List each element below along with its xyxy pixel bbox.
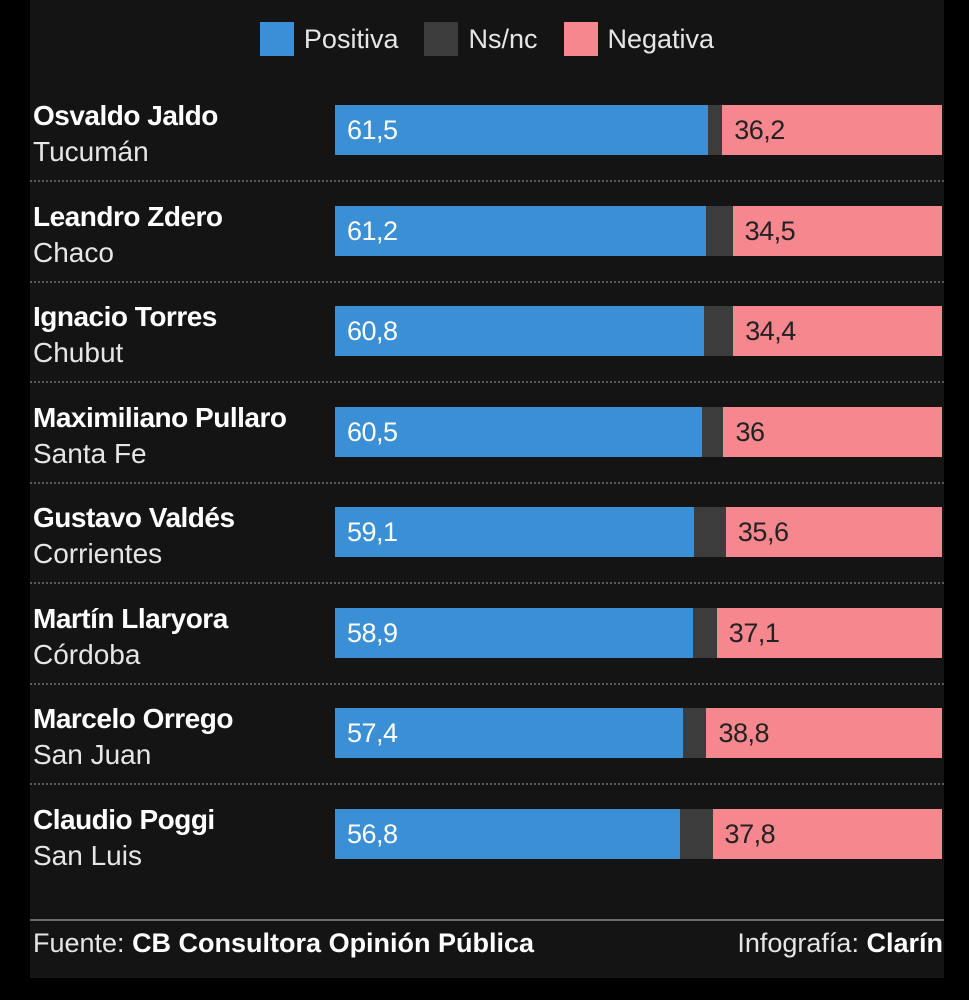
legend-item-positiva: Positiva: [259, 22, 399, 56]
source-name: CB Consultora Opinión Pública: [132, 928, 535, 958]
data-label: 34,5: [744, 215, 796, 246]
bar-segment-nsnc: [706, 205, 733, 256]
data-label: 34,4: [745, 316, 796, 346]
bar-segment-nsnc: [702, 406, 724, 457]
province-name: Tucumán: [33, 136, 149, 167]
footer-credit: Infografía: Clarín: [737, 928, 943, 959]
province-name: Corrientes: [33, 538, 163, 569]
legend-swatch-negativa: [563, 22, 598, 56]
stacked-bar: 61,5 36,2: [335, 105, 942, 155]
data-label: 58,9: [347, 617, 398, 648]
bar-segment-positiva: [335, 105, 709, 155]
bar-segment-negativa: [732, 205, 942, 256]
data-label: 36,2: [734, 115, 785, 145]
province-name: Chaco: [33, 236, 114, 268]
data-label: 61,5: [347, 115, 398, 145]
governor-name: Claudio Poggi: [33, 803, 215, 835]
province-name: San Juan: [33, 739, 152, 770]
stacked-bar: 56,8 37,8: [335, 808, 942, 859]
row-divider: [30, 180, 944, 182]
source-prefix: Fuente:: [33, 928, 133, 958]
bar-segment-negativa: [725, 507, 942, 557]
governor-name: Gustavo Valdés: [33, 502, 235, 533]
data-label: 38,8: [718, 718, 770, 748]
bar-segment-positiva: [335, 808, 680, 859]
province-name: Santa Fe: [33, 437, 147, 469]
data-label: 35,6: [737, 517, 789, 547]
governor-name: Martín Llaryora: [33, 602, 228, 634]
bar-segment-negativa: [722, 105, 942, 155]
legend-item-nsnc: Ns/nc: [424, 22, 538, 56]
data-label: 36: [735, 416, 765, 447]
stacked-bar: 60,8 34,4: [335, 306, 942, 356]
bar-segment-nsnc: [683, 708, 707, 758]
data-label: 60,8: [347, 316, 398, 346]
stacked-bar: 58,9 37,1: [335, 607, 942, 658]
governor-name: Osvaldo Jaldo: [33, 100, 218, 131]
governor-name: Marcelo Orrego: [33, 703, 233, 734]
bar-segment-nsnc: [693, 507, 726, 557]
row-divider: [30, 280, 944, 283]
bar-segment-negativa: [733, 306, 942, 356]
chart-panel: Positiva Ns/nc Negativa Osvaldo Jaldo Tuc…: [30, 0, 944, 978]
bar-row: Osvaldo Jaldo Tucumán 61,5 36,2: [30, 100, 944, 200]
data-label: 59,1: [347, 517, 398, 547]
bar-segment-negativa: [716, 607, 942, 658]
footer-divider: [30, 919, 944, 921]
governor-name: Maximiliano Pullaro: [33, 401, 287, 433]
bar-segment-negativa: [723, 406, 942, 457]
stacked-bar: 57,4 38,8: [335, 708, 942, 758]
bar-segment-positiva: [335, 708, 684, 758]
legend-swatch-nsnc: [424, 22, 459, 56]
legend-item-negativa: Negativa: [563, 22, 715, 56]
bar-segment-negativa: [706, 708, 942, 758]
row-divider: [30, 481, 944, 484]
data-label: 37,8: [724, 818, 776, 849]
credit-name: Clarín: [866, 928, 943, 958]
data-label: 37,1: [728, 617, 780, 648]
data-label: 61,2: [347, 215, 398, 246]
governor-name: Leandro Zdero: [33, 200, 223, 232]
province-name: San Luis: [33, 839, 142, 871]
bar-segment-nsnc: [679, 808, 713, 859]
credit-prefix: Infografía:: [737, 928, 867, 958]
bar-segment-positiva: [335, 306, 705, 356]
province-name: Chubut: [33, 337, 124, 368]
bar-segment-positiva: [335, 406, 703, 457]
bar-segment-nsnc: [692, 607, 717, 658]
bar-segment-positiva: [335, 607, 693, 658]
bar-row: Gustavo Valdés Corrientes 59,1 35,6: [30, 502, 944, 602]
bar-segment-nsnc: [708, 105, 723, 155]
bar-row: Ignacio Torres Chubut 60,8 34,4: [30, 301, 944, 401]
bar-row: Marcelo Orrego San Juan 57,4 38,8: [30, 703, 944, 803]
data-label: 60,5: [347, 416, 398, 447]
legend-label-negativa: Negativa: [607, 23, 715, 54]
footer-source: Fuente: CB Consultora Opinión Pública: [33, 928, 534, 959]
bar-row: Leandro Zdero Chaco 61,2 34,5: [30, 201, 944, 301]
legend: Positiva Ns/nc Negativa: [30, 22, 944, 56]
row-divider: [30, 783, 944, 785]
legend-label-positiva: Positiva: [303, 23, 399, 54]
bar-segment-positiva: [335, 507, 694, 557]
row-divider: [30, 682, 944, 685]
data-label: 57,4: [347, 718, 398, 748]
stacked-bar: 61,2 34,5: [335, 205, 942, 256]
data-label: 56,8: [347, 818, 398, 849]
row-divider: [30, 582, 944, 584]
province-name: Córdoba: [33, 638, 141, 670]
governor-name: Ignacio Torres: [33, 301, 217, 332]
bar-row: Martín Llaryora Córdoba 58,9 37,1: [30, 603, 944, 703]
row-divider: [30, 381, 944, 383]
bar-row: Claudio Poggi San Luis 56,8 37,8: [30, 804, 944, 904]
stacked-bar: 60,5 36: [335, 406, 942, 457]
bar-segment-nsnc: [704, 306, 734, 356]
bar-segment-negativa: [712, 808, 942, 859]
bar-segment-positiva: [335, 205, 707, 256]
legend-label-nsnc: Ns/nc: [468, 23, 538, 54]
stacked-bar: 59,1 35,6: [335, 507, 942, 557]
legend-swatch-positiva: [259, 22, 294, 56]
bar-row: Maximiliano Pullaro Santa Fe 60,5 36: [30, 402, 944, 502]
